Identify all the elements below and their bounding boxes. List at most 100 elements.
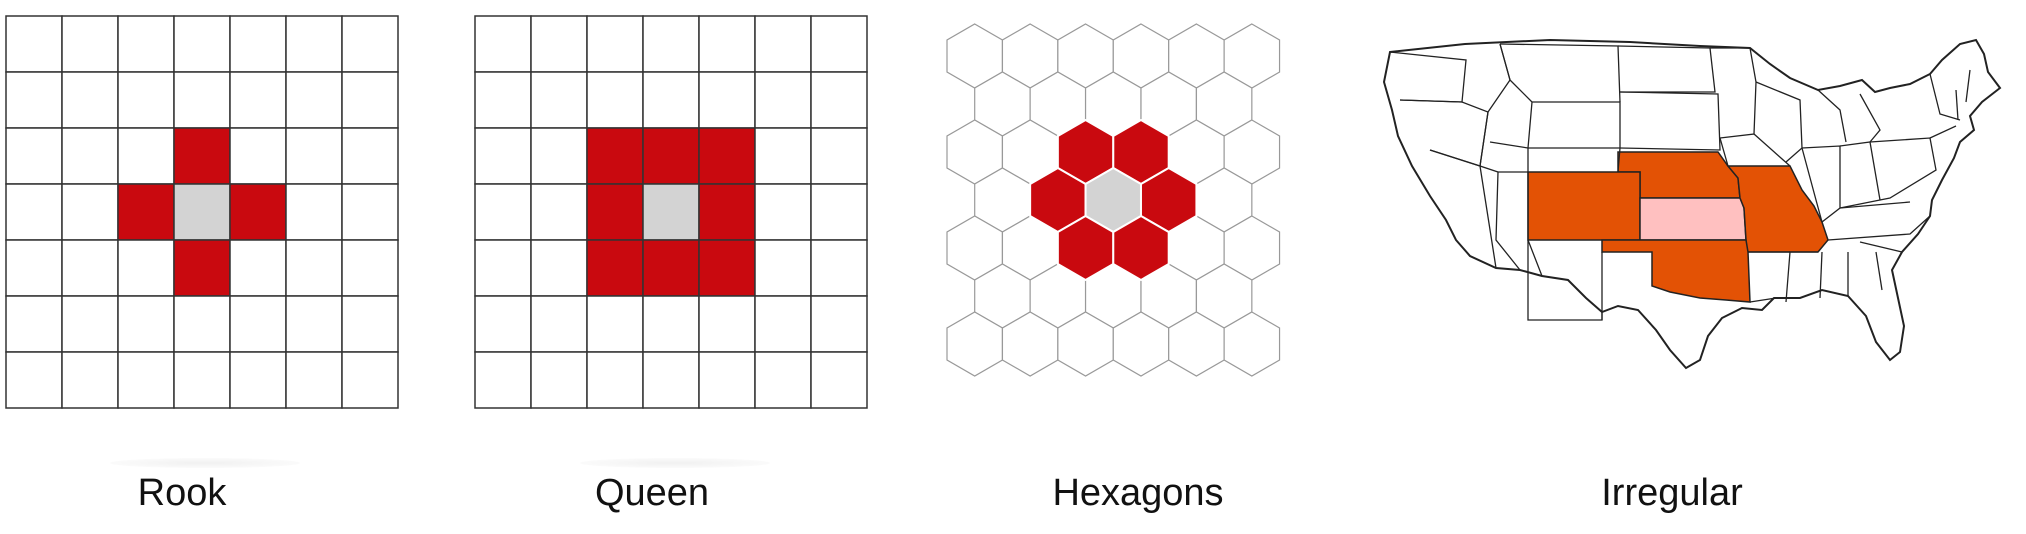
hex-cell [1223, 311, 1281, 377]
grid-cell [285, 239, 343, 297]
grid-cell [586, 351, 644, 409]
state-colorado [1527, 171, 1641, 241]
grid-cell [530, 15, 588, 73]
grid-cell [285, 183, 343, 241]
grid-cell [530, 71, 588, 129]
grid-cell [474, 295, 532, 353]
grid-cell [229, 239, 287, 297]
queen-shadow [580, 458, 770, 468]
us-states-map [1382, 38, 2002, 370]
grid-cell [754, 71, 812, 129]
grid-cell [341, 15, 399, 73]
grid-cell [586, 295, 644, 353]
grid-cell [5, 295, 63, 353]
grid-cell [61, 239, 119, 297]
grid-cell [173, 295, 231, 353]
grid-cell [810, 127, 868, 185]
grid-cell [586, 15, 644, 73]
grid-cell [642, 295, 700, 353]
neighbor-cell [698, 183, 756, 241]
grid-cell [341, 295, 399, 353]
neighbor-cell [642, 127, 700, 185]
grid-cell [810, 239, 868, 297]
rook-shadow [110, 458, 300, 468]
grid-cell [810, 15, 868, 73]
hexagon-grid [946, 23, 1281, 377]
grid-cell [530, 183, 588, 241]
grid-cell [341, 127, 399, 185]
grid-cell [117, 127, 175, 185]
irregular-label: Irregular [1601, 472, 1743, 514]
grid-cell [341, 183, 399, 241]
neighbor-cell [698, 127, 756, 185]
grid-cell [754, 295, 812, 353]
grid-cell [61, 71, 119, 129]
grid-cell [229, 127, 287, 185]
grid-cell [5, 71, 63, 129]
grid-cell [474, 71, 532, 129]
grid-cell [698, 15, 756, 73]
grid-cell [642, 71, 700, 129]
state-kansas [1639, 197, 1747, 241]
grid-cell [642, 351, 700, 409]
grid-cell [173, 15, 231, 73]
grid-cell [474, 351, 532, 409]
grid-cell [5, 15, 63, 73]
grid-cell [754, 127, 812, 185]
grid-cell [754, 183, 812, 241]
grid-cell [117, 295, 175, 353]
state-borders [1389, 43, 1971, 321]
rook-label: Rook [137, 472, 227, 514]
grid-cell [117, 15, 175, 73]
grid-cell [117, 351, 175, 409]
grid-cell [341, 71, 399, 129]
neighbor-cell [642, 239, 700, 297]
grid-cell [229, 71, 287, 129]
neighbor-cell [173, 239, 231, 297]
grid-cell [474, 15, 532, 73]
grid-cell [285, 295, 343, 353]
grid-cell [754, 15, 812, 73]
grid-cell [173, 351, 231, 409]
grid-cell [285, 351, 343, 409]
grid-cell [5, 239, 63, 297]
grid-cell [698, 295, 756, 353]
grid-cell [285, 15, 343, 73]
grid-cell [530, 239, 588, 297]
grid-cell [5, 127, 63, 185]
grid-cell [61, 351, 119, 409]
grid-cell [698, 71, 756, 129]
neighbor-cell [229, 183, 287, 241]
neighbor-cell [586, 239, 644, 297]
grid-cell [474, 127, 532, 185]
grid-cell [229, 15, 287, 73]
grid-cell [586, 71, 644, 129]
grid-cell [173, 71, 231, 129]
neighbor-hex [1112, 214, 1170, 282]
grid-cell [285, 71, 343, 129]
neighbor-cell [117, 183, 175, 241]
focal-cell [642, 183, 700, 241]
grid-cell [229, 295, 287, 353]
grid-cell [810, 183, 868, 241]
grid-cell [5, 183, 63, 241]
focal-cell [173, 183, 231, 241]
grid-cell [5, 351, 63, 409]
queen-label: Queen [594, 472, 710, 514]
grid-cell [61, 15, 119, 73]
grid-cell [285, 127, 343, 185]
grid-cell [754, 351, 812, 409]
grid-cell [341, 239, 399, 297]
grid-cell [61, 127, 119, 185]
neighbor-cell [586, 127, 644, 185]
grid-cell [117, 71, 175, 129]
neighbor-cell [698, 239, 756, 297]
grid-cell [341, 351, 399, 409]
grid-cell [810, 71, 868, 129]
rook-grid [5, 15, 399, 409]
grid-cell [474, 183, 532, 241]
neighbor-cell [586, 183, 644, 241]
grid-cell [810, 351, 868, 409]
grid-cell [530, 351, 588, 409]
grid-cell [810, 295, 868, 353]
